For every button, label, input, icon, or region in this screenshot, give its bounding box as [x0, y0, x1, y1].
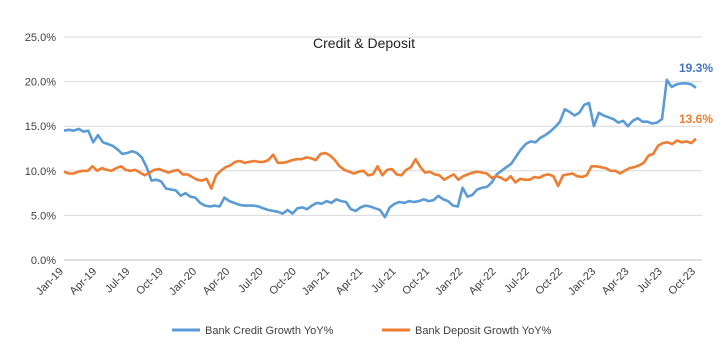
chart-title: Credit & Deposit	[313, 35, 415, 51]
legend-deposit-label: Bank Deposit Growth YoY%	[415, 325, 552, 337]
deposit-end-label: 13.6%	[679, 112, 713, 126]
deposit-growth-line	[63, 137, 697, 190]
y-tick-label: 5.0%	[31, 210, 56, 222]
y-axis-ticks: 0.0% 5.0% 10.0% 15.0% 20.0% 25.0%	[25, 32, 56, 267]
y-tick-label: 15.0%	[25, 121, 56, 133]
series-lines	[63, 78, 697, 219]
y-tick-label: 25.0%	[25, 32, 56, 44]
legend: Bank Credit Growth YoY% Bank Deposit Gro…	[172, 325, 552, 337]
credit-growth-line	[63, 78, 697, 219]
y-tick-label: 20.0%	[25, 77, 56, 89]
y-tick-label: 0.0%	[31, 255, 56, 267]
credit-end-label: 19.3%	[679, 61, 713, 75]
y-tick-label: 10.0%	[25, 166, 56, 178]
legend-credit-label: Bank Credit Growth YoY%	[205, 325, 334, 337]
